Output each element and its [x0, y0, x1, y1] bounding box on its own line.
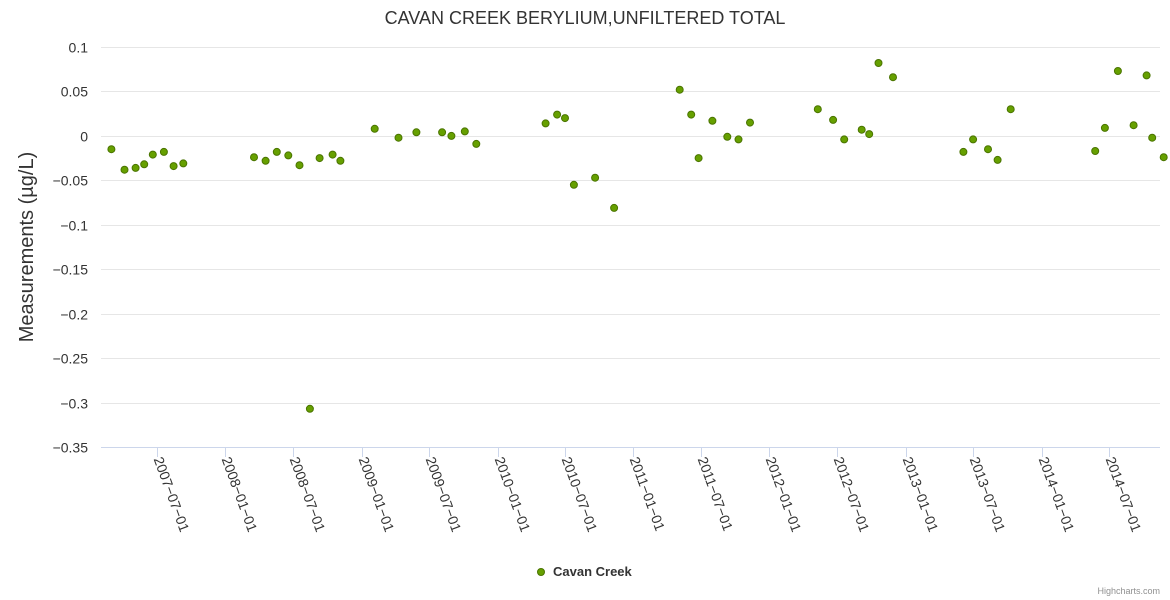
- data-point[interactable]: [460, 127, 469, 136]
- data-point[interactable]: [1091, 147, 1100, 155]
- data-point[interactable]: [1113, 67, 1122, 75]
- data-point[interactable]: [610, 203, 619, 212]
- data-point[interactable]: [1100, 123, 1109, 132]
- data-point[interactable]: [857, 125, 866, 134]
- x-tick-label: 2011−01−01: [627, 455, 669, 534]
- data-point[interactable]: [746, 118, 754, 127]
- y-tick-label: −0.05: [53, 173, 89, 189]
- data-point[interactable]: [865, 130, 874, 139]
- data-point[interactable]: [561, 114, 569, 123]
- legend-marker-icon: [537, 568, 545, 576]
- x-tick-label: 2009−01−01: [356, 455, 398, 535]
- x-tick-label: 2010−01−01: [492, 455, 534, 535]
- data-point[interactable]: [874, 59, 883, 67]
- data-point[interactable]: [1142, 71, 1151, 80]
- x-tick-label: 2008−01−01: [219, 455, 261, 535]
- data-point[interactable]: [412, 128, 421, 137]
- x-tick-label: 2013−01−01: [900, 455, 942, 535]
- data-point[interactable]: [394, 133, 403, 142]
- data-point[interactable]: [140, 160, 149, 169]
- data-point[interactable]: [131, 163, 140, 172]
- y-tick-label: −0.2: [60, 307, 88, 323]
- data-point[interactable]: [675, 85, 684, 94]
- data-point[interactable]: [295, 161, 304, 170]
- data-point[interactable]: [813, 105, 822, 114]
- data-point[interactable]: [169, 162, 178, 171]
- data-point[interactable]: [694, 154, 703, 163]
- x-tick-label: 2012−01−01: [763, 455, 805, 535]
- data-point[interactable]: [969, 135, 978, 144]
- x-tick-label: 2010−07−01: [559, 455, 601, 535]
- data-point[interactable]: [734, 135, 743, 144]
- data-point[interactable]: [107, 145, 116, 154]
- data-point[interactable]: [993, 155, 1002, 164]
- grid-layer: [101, 47, 1160, 448]
- data-point[interactable]: [1006, 105, 1015, 114]
- x-tick-label: 2014−01−01: [1036, 455, 1078, 535]
- data-point[interactable]: [1159, 153, 1168, 162]
- y-tick-label: −0.3: [60, 396, 88, 412]
- data-point[interactable]: [472, 139, 481, 148]
- data-point[interactable]: [1129, 121, 1138, 130]
- legend[interactable]: Cavan Creek: [537, 564, 633, 579]
- y-tick-labels: 0.1 0.05 0 −0.05 −0.1 −0.15 −0.2 −0.25 −0.3 −0.35: [53, 40, 89, 456]
- legend-label[interactable]: Cavan Creek: [553, 564, 633, 579]
- y-tick-label: −0.15: [53, 262, 89, 278]
- credits-link[interactable]: Highcharts.com: [1097, 586, 1160, 596]
- data-point[interactable]: [328, 150, 337, 159]
- y-axis-title: Measurements (µg/L): [16, 152, 38, 342]
- y-tick-label: 0.1: [69, 40, 89, 56]
- data-point[interactable]: [1148, 133, 1157, 142]
- data-point[interactable]: [315, 154, 324, 163]
- data-point[interactable]: [250, 153, 258, 162]
- x-tick-label: 2008−07−01: [287, 455, 329, 535]
- data-point[interactable]: [438, 128, 447, 137]
- data-points: [107, 59, 1168, 413]
- data-point[interactable]: [336, 156, 345, 165]
- data-point[interactable]: [261, 156, 270, 165]
- data-point[interactable]: [120, 165, 129, 174]
- data-point[interactable]: [889, 73, 897, 82]
- axis-layer: [101, 447, 1160, 457]
- data-point[interactable]: [984, 145, 992, 154]
- y-tick-label: 0: [80, 129, 88, 145]
- data-point[interactable]: [829, 115, 838, 124]
- data-point[interactable]: [959, 147, 968, 156]
- x-tick-label: 2012−07−01: [831, 455, 873, 535]
- data-point[interactable]: [840, 135, 849, 144]
- y-tick-label: −0.1: [60, 218, 88, 234]
- data-point[interactable]: [179, 159, 188, 168]
- x-tick-label: 2014−07−01: [1103, 455, 1145, 535]
- y-tick-label: 0.05: [61, 84, 88, 100]
- data-point[interactable]: [159, 147, 168, 156]
- x-tick-label: 2011−07−01: [695, 455, 737, 534]
- data-point[interactable]: [708, 116, 717, 125]
- data-point[interactable]: [370, 124, 379, 133]
- data-point[interactable]: [553, 110, 562, 119]
- data-point[interactable]: [272, 147, 281, 156]
- x-tick-labels: 2007−07−01 2008−01−01 2008−07−01 2009−01−01…: [151, 455, 1145, 535]
- data-point[interactable]: [569, 180, 578, 189]
- data-point[interactable]: [284, 151, 293, 160]
- y-tick-label: −0.25: [53, 351, 89, 367]
- data-point[interactable]: [541, 119, 550, 128]
- data-point[interactable]: [723, 132, 732, 141]
- data-point[interactable]: [447, 131, 456, 140]
- x-tick-label: 2007−07−01: [151, 455, 193, 535]
- y-tick-label: −0.35: [53, 440, 89, 456]
- x-tick-label: 2013−07−01: [967, 455, 1009, 535]
- data-point[interactable]: [305, 404, 314, 413]
- data-point[interactable]: [687, 110, 696, 119]
- chart-title: CAVAN CREEK BERYLIUM,UNFILTERED TOTAL: [385, 8, 786, 28]
- data-point[interactable]: [148, 150, 157, 159]
- data-point[interactable]: [591, 173, 600, 182]
- x-tick-label: 2009−07−01: [423, 455, 465, 535]
